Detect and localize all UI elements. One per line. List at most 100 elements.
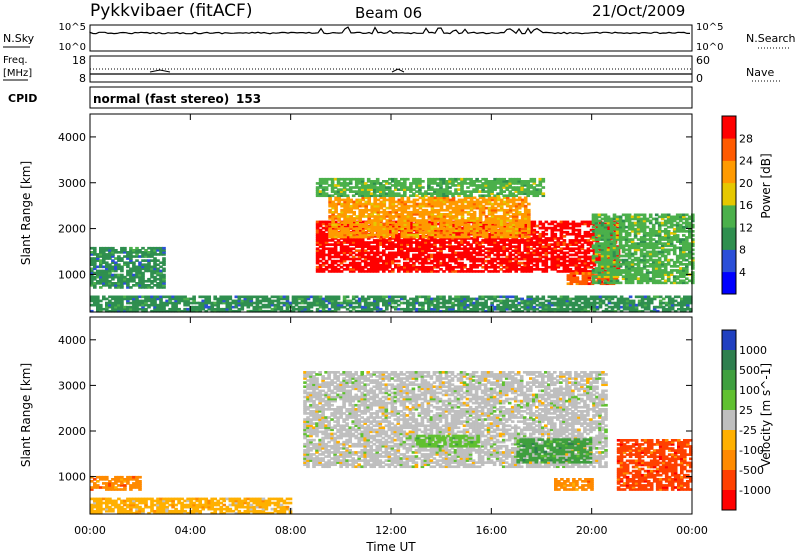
heatmap-cell [334,215,338,218]
heatmap-cell [529,270,534,273]
heatmap-cell [318,259,323,263]
heatmap-cell [433,253,437,257]
heatmap-cell [475,190,479,193]
heatmap-cell [409,243,413,246]
heatmap-cell [342,188,347,191]
heatmap-cell [343,208,347,212]
heatmap-cell [117,275,121,279]
heatmap-cell [565,301,570,305]
heatmap-cell [484,217,489,220]
heatmap-cell [394,253,398,257]
heatmap-cell [400,198,405,202]
heatmap-cell [400,255,404,259]
heatmap-cell [351,297,356,301]
heatmap-cell [451,227,456,231]
heatmap-cell [418,231,423,235]
heatmap-cell [544,226,549,230]
heatmap-cell [430,194,434,198]
heatmap-cell [421,235,426,239]
heatmap-cell [141,303,145,307]
heatmap-cell [99,286,103,289]
heatmap-cell [472,229,477,233]
heatmap-cell [360,295,365,299]
heatmap-cell [538,184,543,187]
heatmap-cell [496,204,501,208]
heatmap-cell [382,265,386,269]
heatmap-cell [388,196,393,200]
heatmap-cell [415,198,420,202]
heatmap-cell [433,192,437,196]
heatmap-cell [527,213,531,216]
heatmap-cell [96,279,100,283]
heatmap-cell [345,188,350,191]
heatmap-cell [165,295,169,299]
heatmap-cell [424,270,428,273]
heatmap-cell [135,265,139,269]
heatmap-cell [457,232,461,236]
heatmap-cell [397,268,401,271]
heatmap-cell [493,194,497,198]
heatmap-cell [318,239,323,242]
heatmap-cell [330,305,335,309]
heatmap-cell [397,192,401,196]
heatmap-cell [403,190,407,193]
heatmap-cell [373,221,378,224]
heatmap-cell [331,202,335,206]
heatmap-cell [538,247,543,251]
heatmap-cell [562,297,567,301]
heatmap-cell [379,202,384,206]
heatmap-cell [376,221,381,224]
heatmap-cell [550,249,555,253]
heatmap-cell [427,210,432,214]
heatmap-cell [550,239,555,242]
heatmap-cell [126,282,130,285]
heatmap-cell [345,268,350,271]
heatmap-cell [541,192,546,196]
heatmap-cell [595,305,600,309]
heatmap-cell [535,253,540,257]
heatmap-cell [562,241,567,244]
heatmap-cell [102,257,106,260]
heatmap-cell [589,303,594,307]
heatmap-cell [580,307,585,311]
heatmap-cell [550,263,555,267]
heatmap-cell [324,265,329,269]
heatmap-cell [375,188,380,191]
heatmap-cell [439,196,444,200]
heatmap-cell [204,309,209,313]
heatmap-cell [637,303,642,307]
heatmap-cell [340,227,344,231]
heatmap-cell [105,246,109,250]
heatmap-cell [580,222,585,226]
heatmap-cell [430,180,434,183]
heatmap-cell [403,241,407,244]
heatmap-cell [484,239,488,242]
heatmap-cell [526,303,531,307]
heatmap-cell [93,284,97,287]
heatmap-cell [484,295,488,299]
heatmap-cell [646,305,651,309]
heatmap-cell [511,213,516,216]
heatmap-cell [195,309,200,313]
heatmap-cell [400,200,405,204]
heatmap-cell [99,307,103,311]
heatmap-cell [348,303,353,307]
heatmap-cell [126,255,130,258]
heatmap-cell [192,299,196,303]
heatmap-cell [228,307,233,311]
heatmap-cell [397,198,402,202]
heatmap-cell [315,188,320,191]
heatmap-cell [342,259,347,263]
heatmap-cell [388,237,392,240]
heatmap-cell [637,295,642,299]
heatmap-cell [409,226,413,230]
heatmap-cell [538,180,543,183]
heatmap-cell [334,204,338,208]
heatmap-cell [409,309,413,313]
heatmap-cell [93,259,97,262]
heatmap-cell [255,305,260,309]
heatmap-cell [445,213,450,216]
heatmap-cell [379,227,384,231]
heatmap-cell [285,305,290,309]
heatmap-cell [442,182,446,185]
